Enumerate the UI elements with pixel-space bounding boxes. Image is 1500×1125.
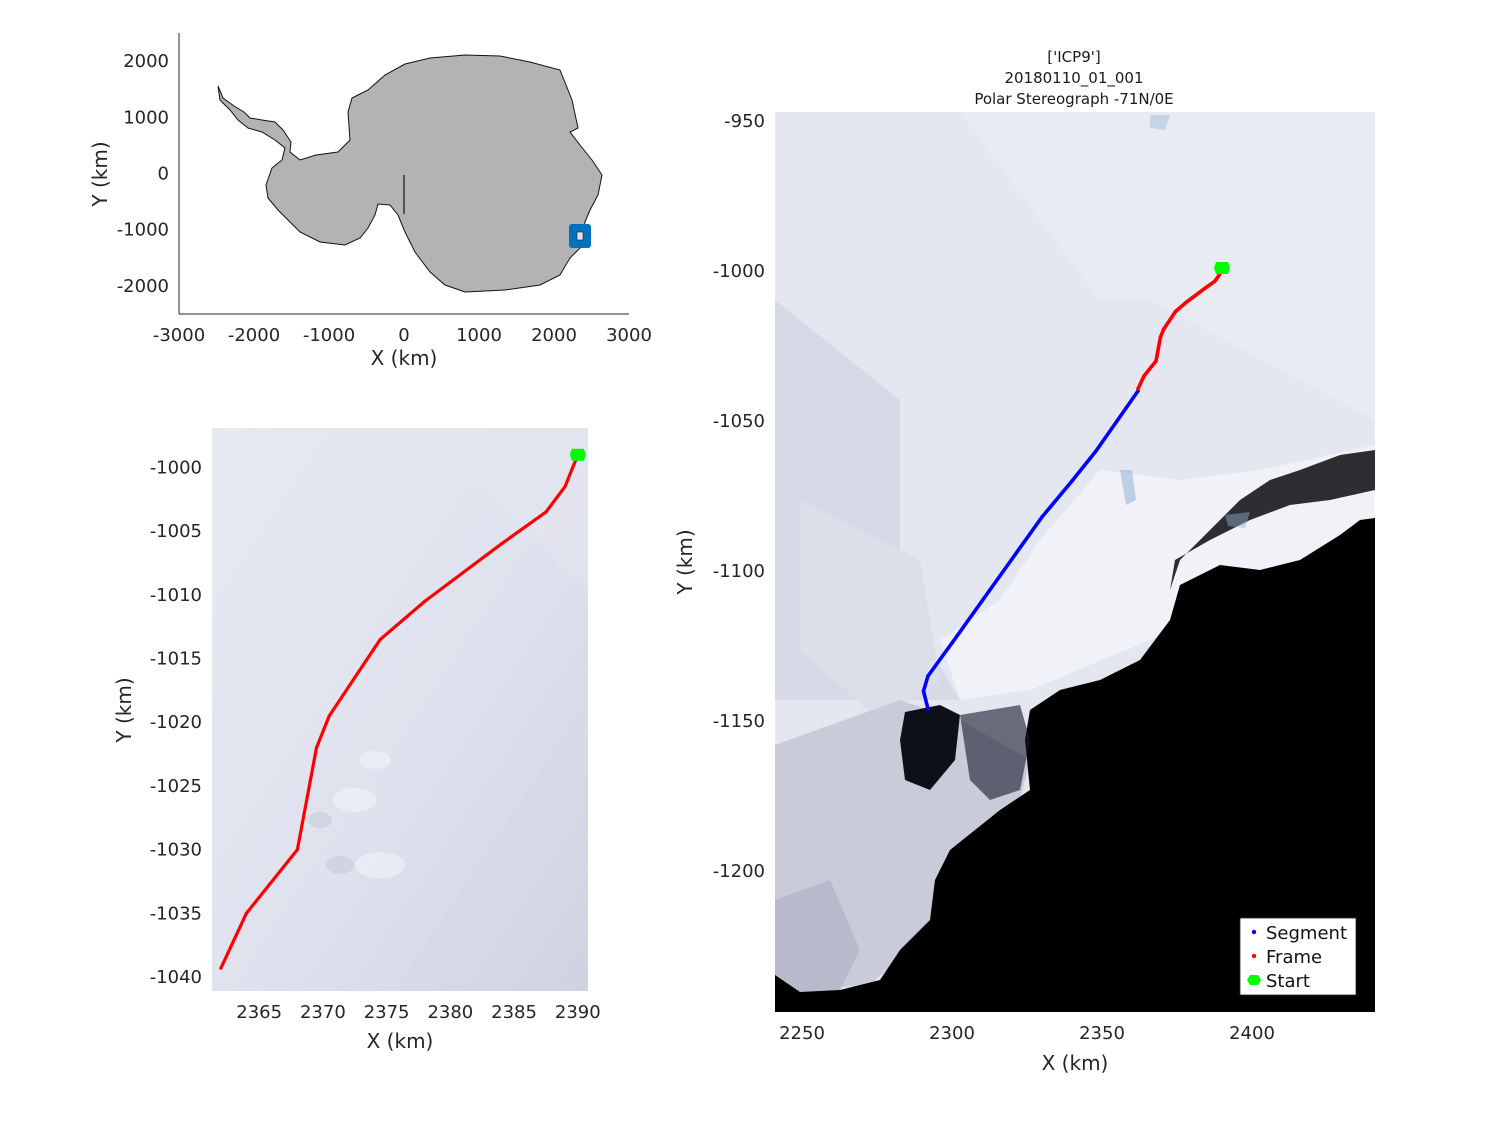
zoom-ylabel: Y (km) xyxy=(112,677,136,743)
zoom-frame-point xyxy=(448,580,452,584)
frame-zoom-ytick-label: -1040 xyxy=(150,967,202,988)
overview-map-ytick-label: 1000 xyxy=(123,107,169,128)
main-map-ytick-label: -1100 xyxy=(713,561,765,582)
main-start-marker xyxy=(1214,262,1230,274)
main-frame-point xyxy=(1212,279,1217,284)
frame-zoom-ytick-label: -1010 xyxy=(150,585,202,606)
main-segment-point xyxy=(950,641,954,645)
zoom-start-marker xyxy=(569,448,586,461)
zoom-frame-point xyxy=(353,676,357,680)
frame-zoom-ytick-label: -1005 xyxy=(150,521,202,542)
main-segment-point xyxy=(921,689,926,693)
frame-zoom-ytick-label: -1020 xyxy=(150,712,202,733)
main-frame-point xyxy=(1173,309,1178,314)
overview-map-ytick-label: 2000 xyxy=(123,51,169,72)
main-frame-point xyxy=(1154,359,1158,363)
zoom-frame-point xyxy=(423,599,427,603)
overview-map-xtick-label: 3000 xyxy=(606,325,652,346)
frame-zoom-xtick-label: 2385 xyxy=(491,1002,537,1023)
overview-map-ytick-label: -1000 xyxy=(117,220,169,241)
main-map-xtick-label: 2300 xyxy=(929,1023,975,1044)
main-map: ['ICP9'] 20180110_01_001 Polar Stereogra… xyxy=(673,48,1375,1075)
frame-zoom-xtick-label: 2375 xyxy=(364,1002,410,1023)
legend-start-marker xyxy=(1247,975,1261,985)
legend: Segment Frame Start xyxy=(1239,917,1357,996)
zoom-xlabel: X (km) xyxy=(367,1029,434,1053)
main-frame-point xyxy=(1202,287,1206,291)
zoom-frame-point xyxy=(563,484,567,489)
main-map-ytick-label: -1200 xyxy=(713,861,765,882)
zoom-frame-point xyxy=(327,714,331,718)
overview-map: -3000 -2000 -1000 0 1000 2000 3000 2000 1000 0 -1… xyxy=(88,33,652,370)
main-map-xtick-label: 2250 xyxy=(779,1023,825,1044)
frame-zoom-ytick-label: -1035 xyxy=(150,903,202,924)
main-title-line1: ['ICP9'] xyxy=(1047,48,1100,66)
main-segment-point xyxy=(1094,449,1098,453)
overview-ylabel: Y (km) xyxy=(88,141,112,207)
frame-zoom-ytick-label: -1025 xyxy=(150,776,202,797)
main-map-xtick-label: 2400 xyxy=(1229,1023,1275,1044)
main-frame-point xyxy=(1184,300,1188,305)
main-imagery xyxy=(775,112,1375,1012)
ocean-area xyxy=(775,518,1375,1012)
legend-start-label: Start xyxy=(1266,971,1310,992)
frame-zoom-xtick-label: 2365 xyxy=(236,1002,282,1023)
main-frame-point xyxy=(1136,387,1140,391)
main-frame-point xyxy=(1161,327,1166,332)
frame-zoom-ytick-label: -1015 xyxy=(150,649,202,670)
frame-zoom-xtick-label: 2390 xyxy=(555,1002,601,1023)
overview-map-ytick-label: 0 xyxy=(158,164,169,185)
zoom-frame-point xyxy=(378,637,382,642)
zoom-frame-point xyxy=(499,542,503,546)
main-segment-point xyxy=(1070,479,1074,483)
main-segment-point xyxy=(1115,419,1119,423)
overview-map-xtick-label: 0 xyxy=(398,325,409,346)
main-map-ytick-label: -1000 xyxy=(713,261,765,282)
main-title-line3: Polar Stereograph -71N/0E xyxy=(974,90,1173,108)
overview-map-xtick-label: -1000 xyxy=(303,325,355,346)
main-map-ytick-label: -950 xyxy=(724,111,765,132)
zoom-frame-point xyxy=(219,966,223,970)
overview-map-ytick-label: -2000 xyxy=(117,276,169,297)
frame-zoom-xtick-label: 2370 xyxy=(300,1002,346,1023)
overview-map-xtick-label: 2000 xyxy=(531,325,577,346)
main-segment-point xyxy=(980,599,984,603)
overview-map-xtick-label: 1000 xyxy=(456,325,502,346)
main-map-xtick-label: 2350 xyxy=(1079,1023,1125,1044)
legend-frame-label: Frame xyxy=(1266,947,1322,968)
main-segment-point xyxy=(926,707,930,711)
main-segment-point xyxy=(1010,557,1014,561)
main-map-ytick-label: -1150 xyxy=(713,711,765,732)
legend-frame-marker xyxy=(1251,953,1257,959)
main-frame-point xyxy=(1167,318,1172,323)
main-title-line2: 20180110_01_001 xyxy=(1004,69,1143,88)
frame-zoom-ytick-label: -1030 xyxy=(150,840,202,861)
legend-segment-marker xyxy=(1251,929,1257,935)
main-xlabel: X (km) xyxy=(1042,1051,1109,1075)
legend-segment-label: Segment xyxy=(1266,923,1347,944)
main-segment-point xyxy=(926,674,930,678)
frame-zoom-xtick-label: 2380 xyxy=(427,1002,473,1023)
zoom-frame-point xyxy=(314,746,319,750)
frame-zoom-ytick-label: -1000 xyxy=(150,457,202,478)
overview-map-xtick-label: -2000 xyxy=(228,325,280,346)
main-frame-point xyxy=(1142,374,1146,378)
antarctica-outline xyxy=(217,54,603,293)
main-frame-point xyxy=(1158,335,1163,339)
frame-zoom-map: 2365 2370 2375 2380 2385 2390 -1000 -1005 -1010… xyxy=(112,428,601,1053)
overview-map-xtick-label: -3000 xyxy=(153,325,205,346)
main-ylabel: Y (km) xyxy=(673,529,697,595)
main-map-ytick-label: -1050 xyxy=(713,411,765,432)
overview-xlabel: X (km) xyxy=(371,346,438,370)
main-segment-point xyxy=(1040,515,1044,519)
main-frame-point xyxy=(1190,296,1194,300)
zoom-frame-point xyxy=(295,848,299,852)
zoom-frame-point xyxy=(544,510,548,514)
zoom-frame-point xyxy=(244,911,249,915)
main-frame-point xyxy=(1217,273,1221,278)
